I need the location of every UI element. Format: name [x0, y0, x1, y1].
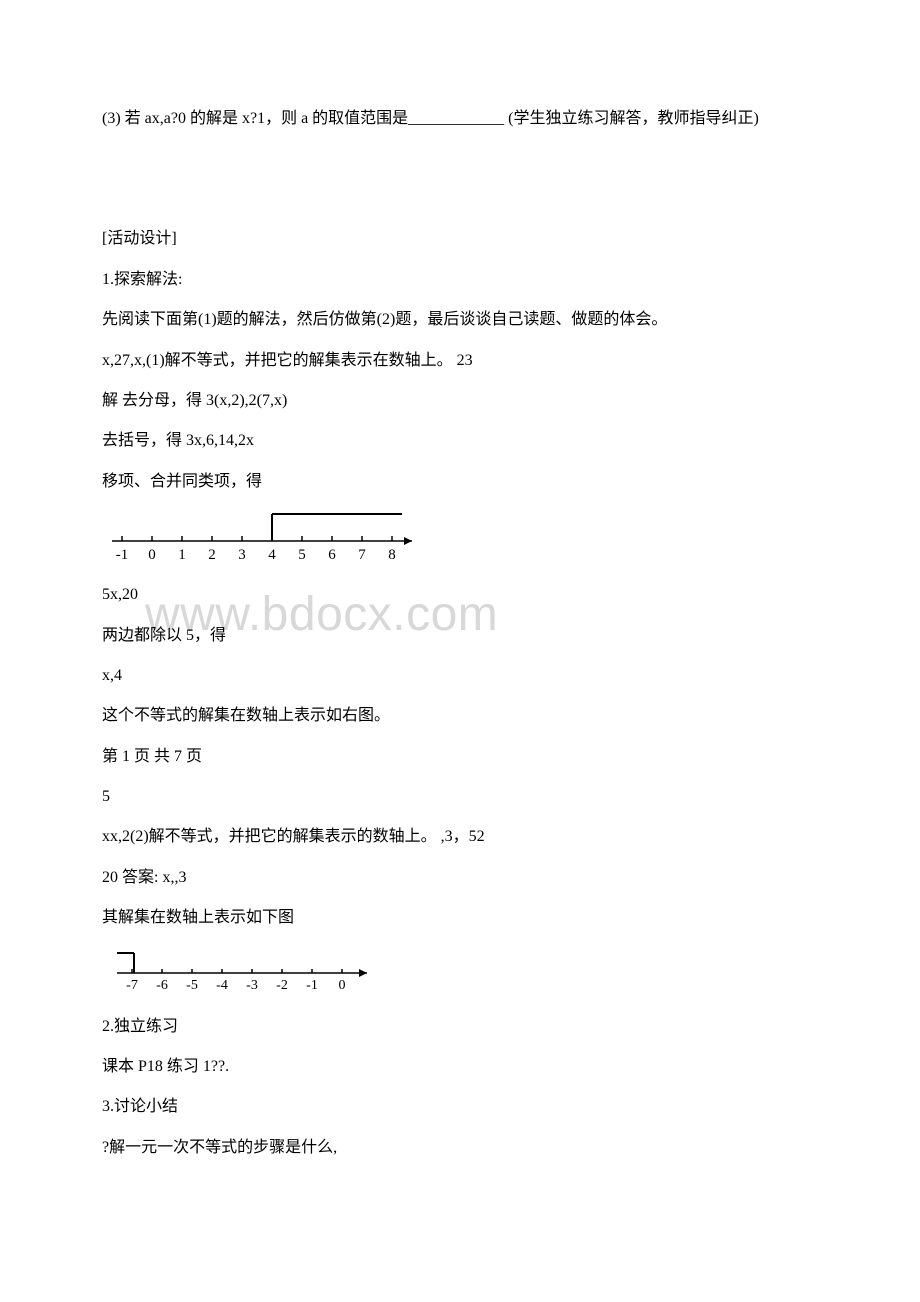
number-line-2: -7 -6 -5 -4 -3 -2 -1 0 [102, 948, 850, 998]
svg-text:4: 4 [268, 547, 276, 563]
paragraph: 2.独立练习 [70, 1008, 850, 1046]
svg-text:8: 8 [388, 547, 396, 563]
paragraph: 去括号，得 3x,6,14,2x [70, 422, 850, 460]
svg-text:-5: -5 [186, 978, 198, 993]
svg-text:-1: -1 [306, 978, 318, 993]
paragraph: [活动设计] [70, 220, 850, 258]
svg-text:-1: -1 [116, 547, 129, 563]
paragraph: 解 去分母，得 3(x,2),2(7,x) [70, 382, 850, 420]
svg-text:5: 5 [298, 547, 306, 563]
paragraph: x,4 [70, 657, 850, 695]
paragraph: 其解集在数轴上表示如下图 [70, 899, 850, 937]
svg-text:-3: -3 [246, 978, 258, 993]
paragraph: 这个不等式的解集在数轴上表示如右图。 [70, 697, 850, 735]
number-line-1: -1 0 1 2 3 4 5 6 7 8 [102, 511, 850, 566]
svg-text:-4: -4 [216, 978, 228, 993]
svg-text:0: 0 [148, 547, 156, 563]
paragraph: (3) 若 ax,a?0 的解是 x?1，则 a 的取值范围是_________… [70, 100, 850, 138]
document-content: (3) 若 ax,a?0 的解是 x?1，则 a 的取值范围是_________… [70, 100, 850, 1167]
paragraph: 20 答案: x,,3 [70, 859, 850, 897]
svg-text:3: 3 [238, 547, 246, 563]
svg-text:-2: -2 [276, 978, 288, 993]
paragraph: x,27,x,(1)解不等式，并把它的解集表示在数轴上。 23 [70, 342, 850, 380]
svg-text:7: 7 [358, 547, 366, 563]
paragraph: 5 [70, 778, 850, 816]
svg-text:-6: -6 [156, 978, 168, 993]
svg-text:0: 0 [339, 978, 346, 993]
paragraph: ?解一元一次不等式的步骤是什么, [70, 1129, 850, 1167]
paragraph: 3.讨论小结 [70, 1088, 850, 1126]
paragraph: 两边都除以 5，得 [70, 617, 850, 655]
paragraph: xx,2(2)解不等式，并把它的解集表示的数轴上。 ,3，52 [70, 818, 850, 856]
svg-text:1: 1 [178, 547, 186, 563]
svg-text:6: 6 [328, 547, 336, 563]
paragraph: 移项、合并同类项，得 [70, 463, 850, 501]
paragraph: 5x,20 [70, 576, 850, 614]
paragraph: 1.探索解法: [70, 261, 850, 299]
paragraph: 课本 P18 练习 1??. [70, 1048, 850, 1086]
svg-text:-7: -7 [126, 978, 138, 993]
svg-text:2: 2 [208, 547, 216, 563]
paragraph: 先阅读下面第(1)题的解法，然后仿做第(2)题，最后谈谈自己读题、做题的体会。 [70, 301, 850, 339]
paragraph: 第 1 页 共 7 页 [70, 738, 850, 776]
